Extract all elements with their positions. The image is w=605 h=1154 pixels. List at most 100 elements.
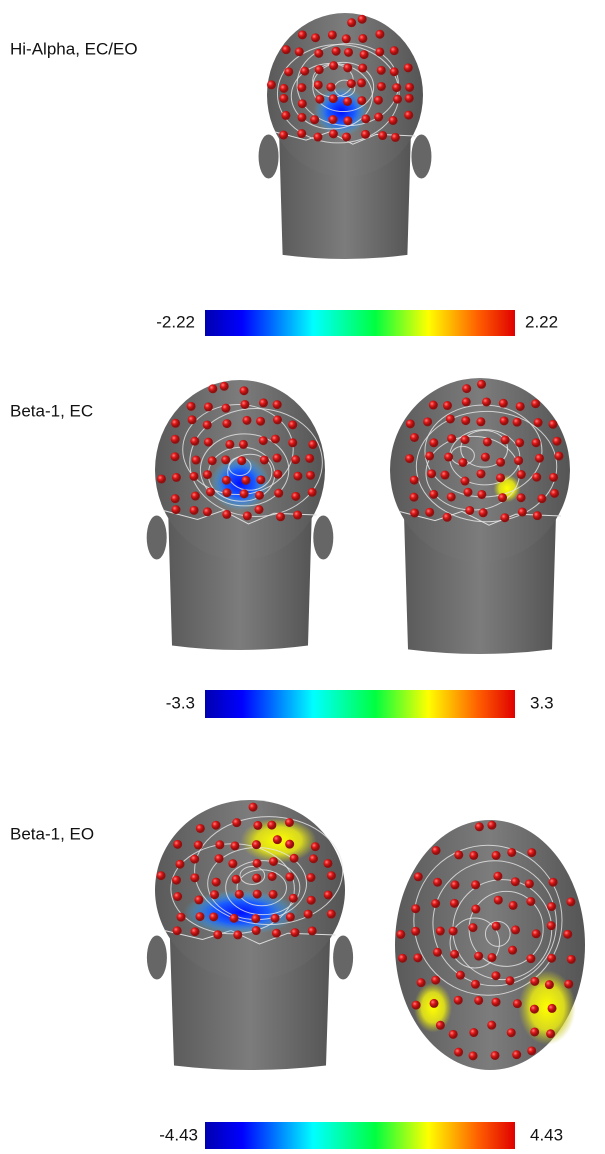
electrode — [343, 63, 352, 72]
electrode — [532, 438, 541, 447]
electrode — [526, 954, 535, 963]
electrode — [190, 855, 199, 864]
electrode — [243, 511, 252, 520]
colorbar-max: 2.22 — [525, 312, 558, 331]
electrode — [534, 418, 543, 427]
electrode — [456, 971, 465, 980]
electrode — [276, 512, 285, 521]
electrode — [513, 418, 522, 427]
electrode — [239, 440, 248, 449]
electrode — [358, 34, 367, 43]
electrode — [210, 890, 219, 899]
electrode — [513, 999, 522, 1008]
electrode — [527, 1046, 536, 1055]
electrode — [220, 382, 229, 391]
electrode — [547, 902, 556, 911]
electrode — [436, 927, 445, 936]
electrode — [477, 490, 486, 499]
electrode — [190, 873, 199, 882]
colorbar — [205, 1122, 515, 1149]
electrode — [253, 859, 262, 868]
electrode — [308, 440, 317, 449]
electrode — [454, 850, 463, 859]
electrode — [548, 1004, 557, 1013]
electrode — [461, 477, 470, 486]
electrode — [329, 94, 338, 103]
electrode — [206, 487, 215, 496]
electrode — [327, 871, 336, 880]
electrode — [328, 115, 337, 124]
electrode — [514, 456, 523, 465]
electrode — [507, 1028, 516, 1037]
electrode — [212, 878, 221, 887]
electrode — [305, 454, 314, 463]
electrode — [282, 45, 291, 54]
electrode — [377, 66, 386, 75]
electrode — [549, 473, 558, 482]
electrode — [468, 923, 477, 932]
electrode — [410, 433, 419, 442]
electrode — [566, 897, 575, 906]
electrode — [491, 1051, 500, 1060]
electrode — [533, 511, 542, 520]
electrode — [462, 397, 471, 406]
electrode — [409, 493, 418, 502]
electrode — [194, 841, 203, 850]
electrode — [204, 402, 213, 411]
electrode — [203, 507, 212, 516]
electrode — [413, 953, 422, 962]
electrode — [240, 489, 249, 498]
electrode — [476, 417, 485, 426]
electrode — [429, 438, 438, 447]
electrode — [446, 414, 455, 423]
electrode — [425, 508, 434, 517]
panel-label: Hi-Alpha, EC/EO — [10, 39, 138, 58]
electrode — [545, 980, 554, 989]
electrode — [482, 397, 491, 406]
ear — [147, 516, 167, 560]
electrode — [433, 878, 442, 887]
electrode — [188, 415, 197, 424]
electrode — [298, 30, 307, 39]
electrode — [191, 927, 200, 936]
electrode — [191, 492, 200, 501]
electrode — [530, 977, 539, 986]
electrode — [273, 470, 282, 479]
electrode — [213, 930, 222, 939]
electrode — [230, 914, 239, 923]
electrode — [313, 133, 322, 142]
electrode — [493, 872, 502, 881]
electrode — [295, 47, 304, 56]
electrode — [361, 130, 370, 139]
electrode — [471, 905, 480, 914]
electrode — [256, 475, 265, 484]
electrode — [272, 929, 281, 938]
electrode — [288, 420, 297, 429]
electrode — [291, 455, 300, 464]
colorbar-min: -2.22 — [156, 312, 195, 331]
electrode — [563, 930, 572, 939]
electrode — [342, 34, 351, 43]
electrode — [285, 872, 294, 881]
electrode — [255, 491, 264, 500]
electrode — [444, 453, 453, 462]
electrode — [177, 913, 186, 922]
electrode — [511, 877, 520, 886]
electrode — [189, 472, 198, 481]
electrode — [377, 82, 386, 91]
electrode — [441, 471, 450, 480]
head — [390, 378, 570, 654]
electrode — [404, 111, 413, 120]
electrode — [342, 132, 351, 141]
electrode — [500, 416, 509, 425]
electrode — [314, 49, 323, 58]
electrode — [547, 921, 556, 930]
electrode — [203, 420, 212, 429]
electrode — [447, 492, 456, 501]
electrode — [329, 61, 338, 70]
electrode — [326, 83, 335, 92]
electrode — [357, 78, 366, 87]
electrode — [432, 846, 441, 855]
electrode — [203, 470, 212, 479]
electrode — [375, 47, 384, 56]
